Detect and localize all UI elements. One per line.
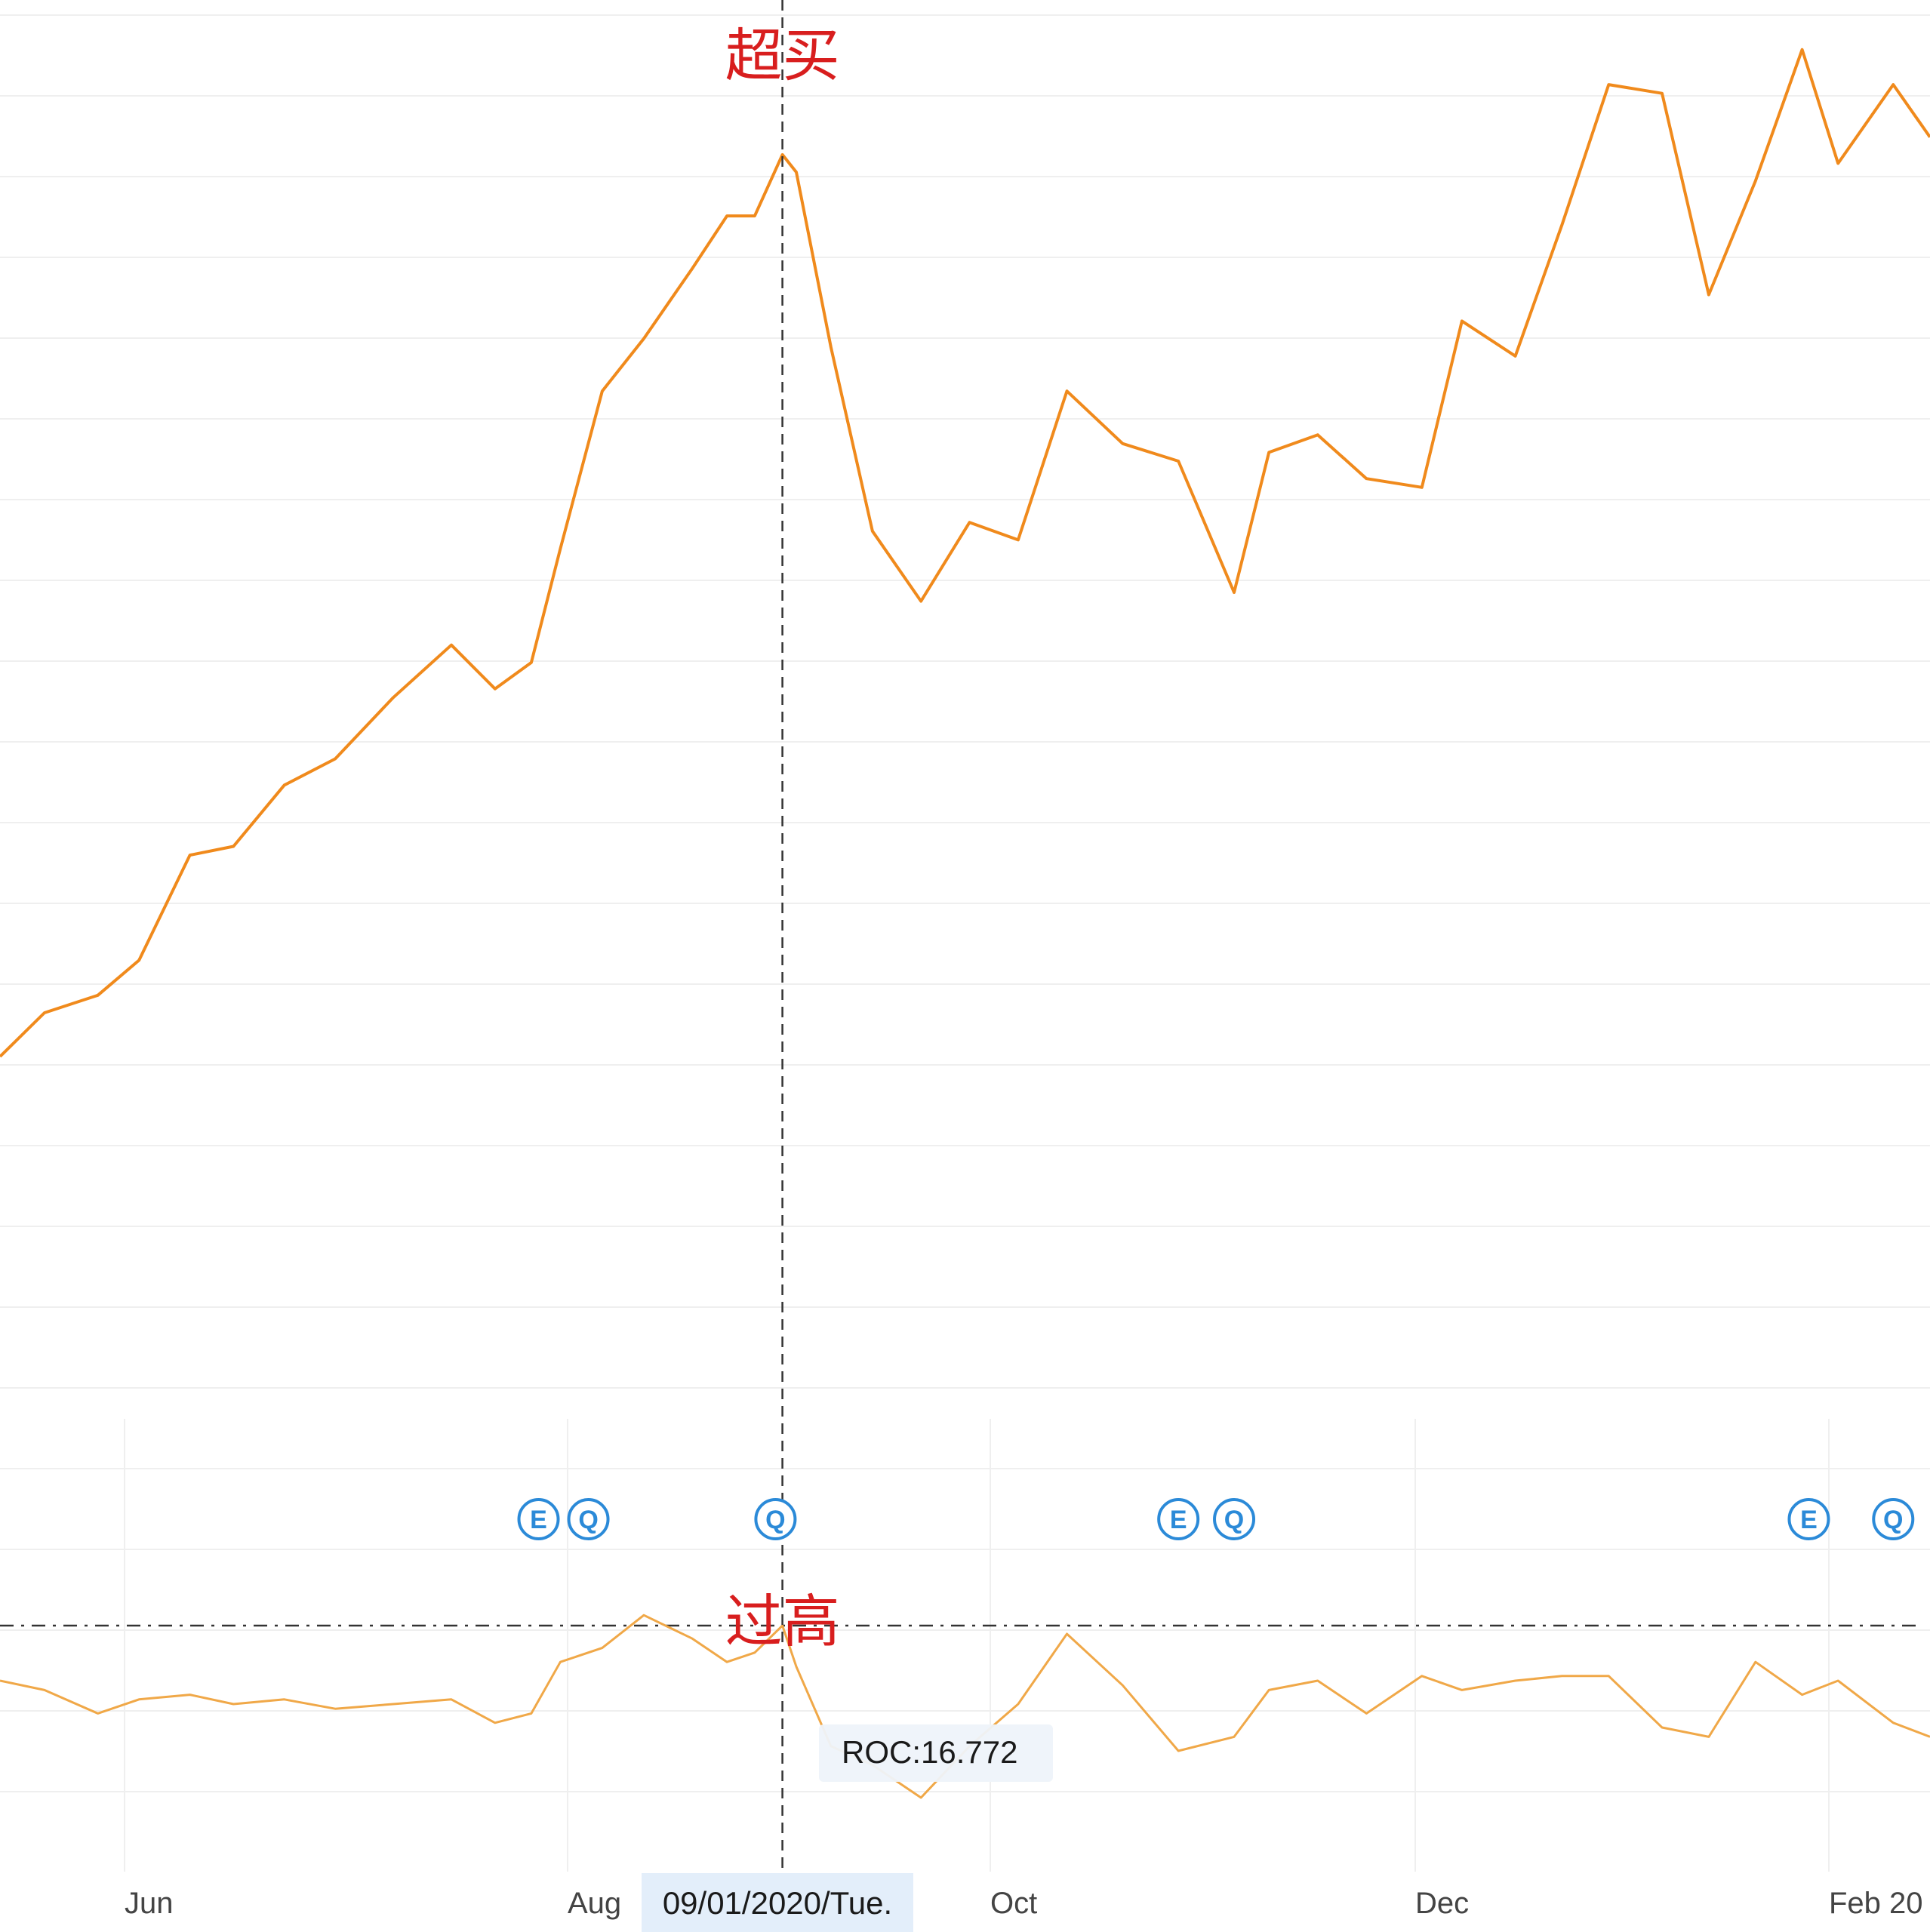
x-axis-label: Dec xyxy=(1415,1887,1469,1920)
marker-circle xyxy=(517,1498,560,1540)
roc-tooltip: ROC:16.772 xyxy=(819,1724,1053,1782)
earnings-marker-icon[interactable]: E xyxy=(1787,1498,1830,1540)
marker-letter: E xyxy=(1170,1506,1187,1534)
gridlines xyxy=(0,14,1930,1872)
tooltip-background xyxy=(819,1724,1053,1782)
x-axis-label: Oct xyxy=(990,1887,1037,1920)
marker-letter: Q xyxy=(578,1506,598,1534)
x-axis-label: Jun xyxy=(125,1887,174,1920)
earnings-marker-icon[interactable]: E xyxy=(517,1498,560,1540)
x-axis-label: Aug xyxy=(568,1887,621,1920)
marker-circle xyxy=(1213,1498,1256,1540)
too-high-annotation: 过高 xyxy=(725,1588,840,1655)
marker-letter: E xyxy=(1800,1506,1818,1534)
price-line[interactable] xyxy=(0,48,1930,1058)
marker-letter: Q xyxy=(765,1506,785,1534)
tooltip-roc-value: ROC:16.772 xyxy=(842,1734,1017,1770)
x-axis-label: Feb 20 xyxy=(1829,1887,1923,1920)
quarterly-marker-icon[interactable]: Q xyxy=(1872,1498,1915,1540)
quarterly-marker-icon[interactable]: Q xyxy=(754,1498,797,1540)
marker-circle xyxy=(1787,1498,1830,1540)
marker-circle xyxy=(1872,1498,1915,1540)
marker-letter: E xyxy=(530,1506,547,1534)
crosshair-date-box: 09/01/2020/Tue. xyxy=(642,1873,913,1932)
marker-letter: Q xyxy=(1224,1506,1244,1534)
overbought-annotation: 超买 xyxy=(725,22,840,89)
marker-circle xyxy=(567,1498,610,1540)
x-axis: Jun Aug Oct Dec Feb 20 xyxy=(125,1887,1923,1920)
date-box-background xyxy=(642,1873,913,1932)
quarterly-marker-icon[interactable]: Q xyxy=(1213,1498,1256,1540)
marker-letter: Q xyxy=(1883,1506,1903,1534)
marker-circle xyxy=(754,1498,797,1540)
marker-circle xyxy=(1157,1498,1200,1540)
earnings-marker-icon[interactable]: E xyxy=(1157,1498,1200,1540)
crosshair-date-label: 09/01/2020/Tue. xyxy=(663,1885,892,1921)
quarterly-marker-icon[interactable]: Q xyxy=(567,1498,610,1540)
